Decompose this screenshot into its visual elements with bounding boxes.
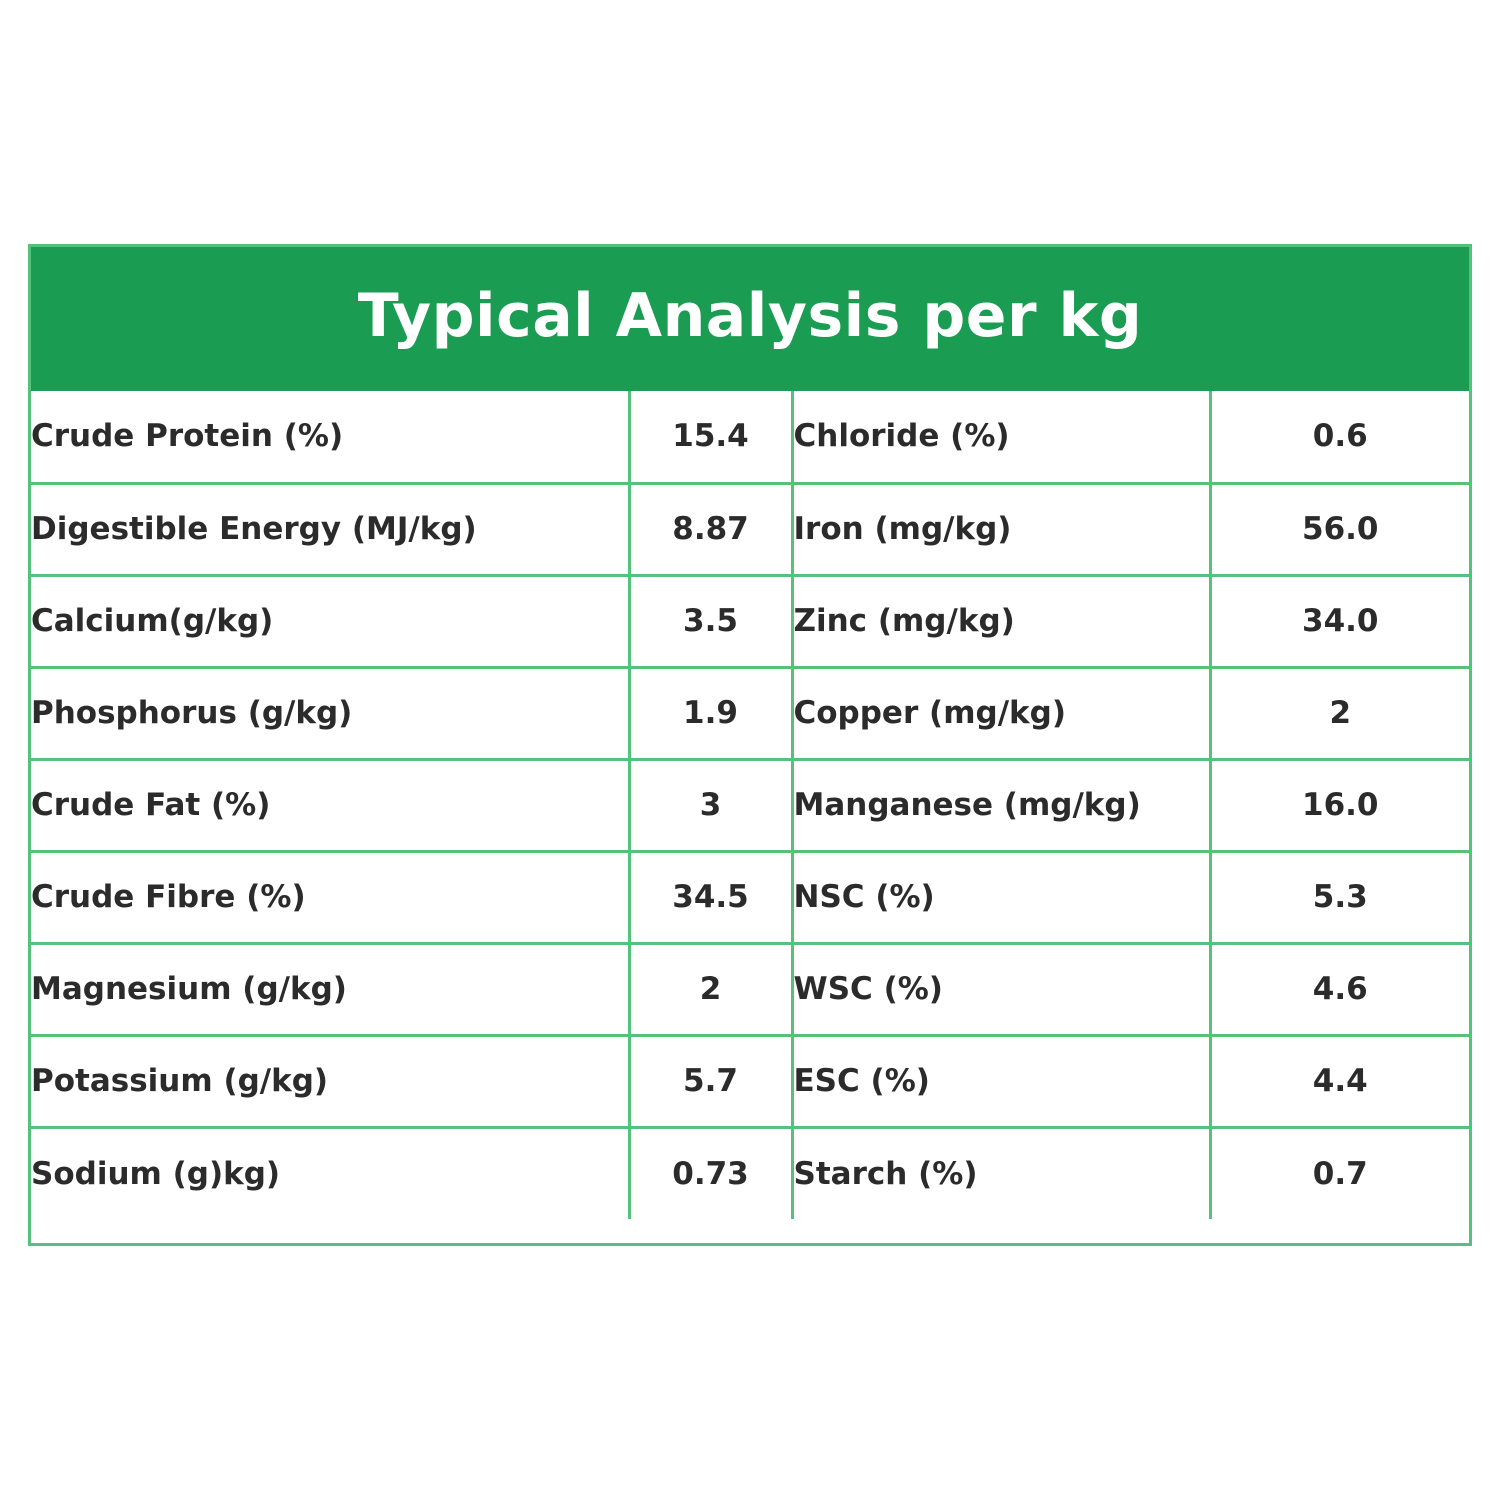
nutrient-label: Manganese (mg/kg) [790, 757, 1212, 853]
nutrient-value: 15.4 [627, 391, 794, 485]
nutrient-value: 34.0 [1208, 573, 1469, 669]
nutrient-value: 0.7 [1208, 1125, 1469, 1219]
nutrient-label: Crude Fibre (%) [31, 849, 631, 945]
nutrient-label: Phosphorus (g/kg) [31, 665, 631, 761]
table-row: Magnesium (g/kg) 2 WSC (%) 4.6 [31, 941, 1469, 1037]
table-row: Sodium (g)kg) 0.73 Starch (%) 0.7 [31, 1125, 1469, 1219]
nutrient-value: 3 [627, 757, 794, 853]
nutrient-label: WSC (%) [790, 941, 1212, 1037]
nutrient-value: 56.0 [1208, 481, 1469, 577]
analysis-grid: Crude Protein (%) 15.4 Chloride (%) 0.6 … [31, 391, 1469, 1219]
table-row: Digestible Energy (MJ/kg) 8.87 Iron (mg/… [31, 481, 1469, 577]
nutrient-label: Potassium (g/kg) [31, 1033, 631, 1129]
nutrient-value: 0.73 [627, 1125, 794, 1219]
nutrient-label: NSC (%) [790, 849, 1212, 945]
nutrient-label: Starch (%) [790, 1125, 1212, 1219]
analysis-table: Typical Analysis per kg Crude Protein (%… [28, 244, 1472, 1246]
table-header: Typical Analysis per kg [31, 247, 1469, 391]
nutrient-label: Copper (mg/kg) [790, 665, 1212, 761]
table-row: Calcium(g/kg) 3.5 Zinc (mg/kg) 34.0 [31, 573, 1469, 669]
table-row: Phosphorus (g/kg) 1.9 Copper (mg/kg) 2 [31, 665, 1469, 761]
nutrient-value: 8.87 [627, 481, 794, 577]
nutrient-value: 4.6 [1208, 941, 1469, 1037]
nutrient-label: Magnesium (g/kg) [31, 941, 631, 1037]
nutrient-value: 16.0 [1208, 757, 1469, 853]
nutrient-value: 5.3 [1208, 849, 1469, 945]
nutrient-label: Zinc (mg/kg) [790, 573, 1212, 669]
nutrient-label: Iron (mg/kg) [790, 481, 1212, 577]
nutrient-value: 2 [627, 941, 794, 1037]
nutrient-value: 2 [1208, 665, 1469, 761]
table-row: Crude Fibre (%) 34.5 NSC (%) 5.3 [31, 849, 1469, 945]
nutrient-value: 0.6 [1208, 391, 1469, 485]
table-row: Crude Fat (%) 3 Manganese (mg/kg) 16.0 [31, 757, 1469, 853]
nutrient-value: 34.5 [627, 849, 794, 945]
nutrient-value: 4.4 [1208, 1033, 1469, 1129]
table-title: Typical Analysis per kg [357, 281, 1143, 351]
table-row: Crude Protein (%) 15.4 Chloride (%) 0.6 [31, 391, 1469, 485]
nutrient-label: Crude Fat (%) [31, 757, 631, 853]
nutrient-label: Chloride (%) [790, 391, 1212, 485]
nutrient-label: Digestible Energy (MJ/kg) [31, 481, 631, 577]
nutrient-label: Sodium (g)kg) [31, 1125, 631, 1219]
nutrient-value: 3.5 [627, 573, 794, 669]
nutrient-value: 5.7 [627, 1033, 794, 1129]
nutrient-label: ESC (%) [790, 1033, 1212, 1129]
table-row: Potassium (g/kg) 5.7 ESC (%) 4.4 [31, 1033, 1469, 1129]
nutrient-label: Calcium(g/kg) [31, 573, 631, 669]
nutrient-label: Crude Protein (%) [31, 391, 631, 485]
nutrient-value: 1.9 [627, 665, 794, 761]
